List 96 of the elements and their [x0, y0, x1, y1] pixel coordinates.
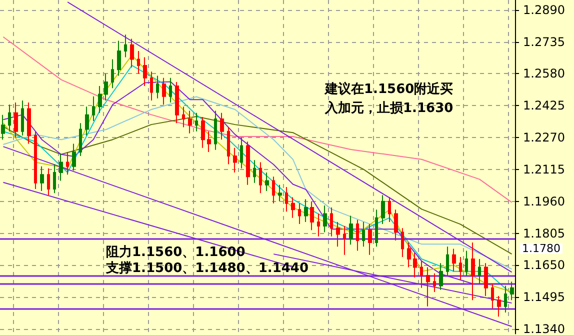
- candlestick: [394, 209, 398, 241]
- candlestick: [201, 116, 205, 148]
- candlestick: [446, 246, 449, 276]
- candlestick: [195, 112, 198, 132]
- candlestick: [272, 176, 275, 204]
- candlestick: [104, 73, 108, 101]
- candlestick: [265, 172, 269, 192]
- candlestick: [375, 209, 378, 248]
- candlestick: [401, 228, 404, 258]
- candlestick: [439, 262, 443, 290]
- candlestick: [298, 202, 301, 224]
- candlestick: [459, 256, 462, 280]
- y-tick-label: 1.1960: [523, 194, 565, 208]
- annotation: 建议在1.1560附近买入加元，止损1.1630: [324, 81, 454, 116]
- candlestick: [162, 77, 166, 106]
- candlestick: [362, 221, 365, 248]
- candlestick: [253, 160, 256, 184]
- y-tick-label: 1.1495: [523, 290, 565, 304]
- candlestick: [8, 104, 11, 132]
- candlestick: [72, 143, 76, 171]
- candlestick: [214, 110, 217, 150]
- ref-line-label: 1.1780: [522, 242, 560, 255]
- candlestick: [188, 110, 192, 134]
- candlestick: [53, 164, 56, 194]
- y-tick-label: 1.2890: [523, 2, 565, 17]
- candlestick: [368, 224, 372, 256]
- y-tick-label: 1.2270: [523, 130, 565, 145]
- candlestick: [388, 196, 391, 222]
- candlestick: [336, 221, 340, 248]
- candlestick: [34, 130, 37, 190]
- candlestick: [85, 106, 89, 136]
- candlestick: [484, 262, 488, 297]
- candlestick: [478, 258, 481, 284]
- candlestick: [497, 296, 501, 318]
- annotation: 支撑1.1500、1.1480、1.1440: [105, 261, 308, 276]
- candlestick: [111, 58, 114, 89]
- candlestick: [465, 250, 468, 276]
- candlestick: [433, 272, 436, 292]
- candlestick: [169, 77, 172, 104]
- candlestick: [47, 168, 50, 196]
- candlestick: [220, 112, 224, 140]
- candlestick: [504, 285, 507, 314]
- candlestick: [278, 184, 282, 202]
- candlestick: [175, 81, 179, 124]
- candlestick: [130, 38, 134, 68]
- candlestick: [452, 248, 456, 272]
- candlestick: [259, 162, 262, 194]
- candlestick: [349, 215, 353, 246]
- y-tick-label: 1.2735: [523, 34, 565, 49]
- candlestick: [27, 102, 31, 144]
- candlestick: [117, 40, 121, 76]
- y-tick-label: 1.1805: [523, 226, 565, 240]
- candlestick: [304, 198, 308, 222]
- candlestick: [285, 186, 288, 212]
- y-tick-label: 1.2425: [523, 98, 565, 113]
- candlestick: [491, 283, 494, 309]
- candlestick: [227, 126, 230, 165]
- candlestick: [420, 260, 423, 288]
- candlestick: [59, 154, 63, 182]
- y-tick-label: 1.1650: [523, 258, 565, 272]
- candlestick: [66, 151, 69, 176]
- candlestick: [233, 147, 237, 174]
- y-tick-label: 1.2580: [523, 66, 565, 81]
- candlestick: [79, 122, 82, 157]
- candlestick: [413, 252, 417, 278]
- candlestick: [182, 106, 185, 128]
- candlestick: [343, 226, 346, 256]
- candlestick: [240, 137, 243, 169]
- y-tick-label: 1.2115: [523, 162, 565, 176]
- candlestick: [92, 96, 95, 122]
- candlestick: [1, 114, 5, 140]
- candlestick: [137, 50, 140, 74]
- candlestick: [124, 34, 127, 58]
- candlestick: [356, 219, 359, 252]
- candlestick: [330, 207, 333, 237]
- candlestick: [143, 56, 147, 87]
- candlestick: [317, 213, 320, 237]
- annotation: 阻力1.1560、1.1600: [106, 245, 246, 260]
- candlestick: [14, 102, 18, 138]
- candlestick: [471, 242, 475, 301]
- candlestick: [426, 266, 430, 307]
- candlestick: [407, 242, 411, 268]
- candlestick: [381, 194, 385, 224]
- candlestick: [510, 281, 514, 301]
- candlestick: [310, 200, 314, 231]
- candlestick: [207, 130, 211, 152]
- y-tick-label: 1.1340: [523, 322, 565, 335]
- candlestick: [21, 100, 24, 136]
- candlestick: [291, 196, 295, 218]
- candlestick: [323, 204, 327, 233]
- candlestick: [246, 141, 250, 186]
- candlestick: [98, 86, 102, 114]
- candlestick: [156, 75, 159, 99]
- candlestick: [40, 166, 44, 192]
- candlestick: [150, 71, 153, 101]
- line-series: [2, 36, 512, 203]
